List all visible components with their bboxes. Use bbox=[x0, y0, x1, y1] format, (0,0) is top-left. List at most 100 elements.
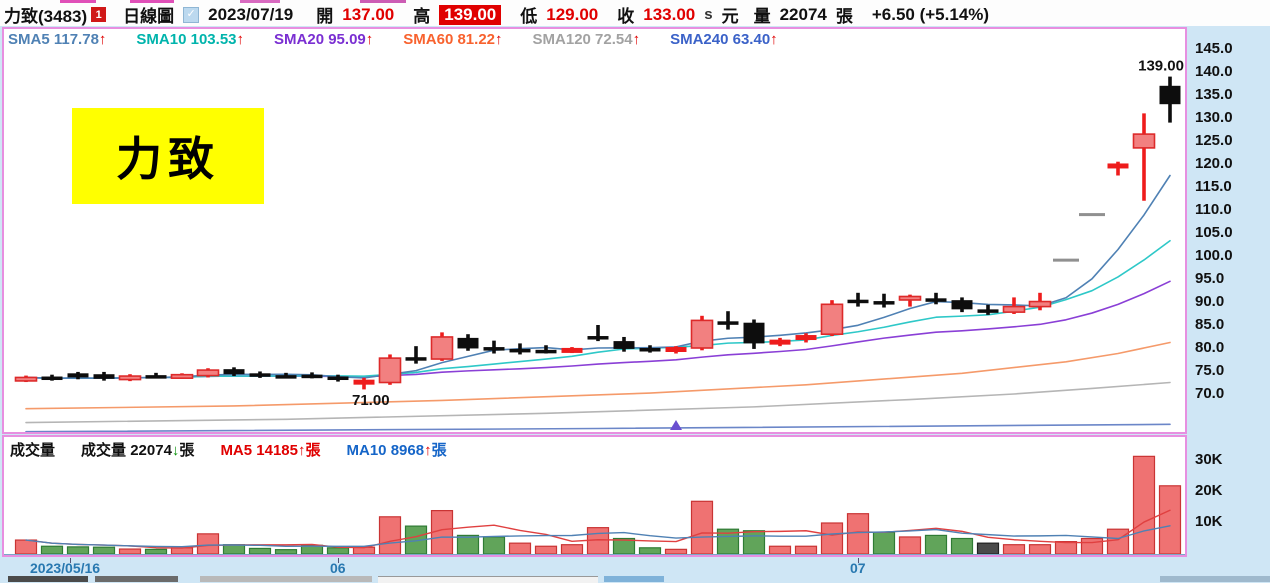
volume-bar bbox=[690, 500, 714, 555]
checkbox-icon[interactable]: ✓ bbox=[183, 6, 200, 23]
change-value: +6.50 (+5.14%) bbox=[871, 4, 990, 24]
candle-up bbox=[170, 373, 194, 379]
background-window-fragment bbox=[604, 576, 664, 582]
stock-watermark-label: 力致 bbox=[72, 108, 264, 204]
low-annotation: 71.00 bbox=[352, 392, 390, 409]
candle-locked bbox=[1053, 258, 1079, 262]
open-label: 開 bbox=[316, 7, 334, 26]
volume-bar bbox=[820, 522, 844, 555]
time-axis-tick bbox=[70, 558, 71, 563]
clipped-toolbar-sliver bbox=[0, 0, 1270, 3]
price-axis-label: 110.0 bbox=[1195, 201, 1232, 218]
price-axis-label: 135.0 bbox=[1195, 86, 1233, 103]
price-axis-label: 125.0 bbox=[1195, 132, 1233, 149]
candle-down bbox=[41, 376, 63, 381]
sma120-legend[interactable]: SMA120 72.54↑ bbox=[532, 31, 641, 48]
sma10-legend[interactable]: SMA10 103.53↑ bbox=[136, 31, 245, 48]
toolbar-fragment bbox=[130, 0, 174, 3]
background-window-fragment bbox=[1160, 576, 1270, 582]
candle-down bbox=[327, 376, 349, 381]
background-window-fragment bbox=[8, 576, 88, 582]
up-arrow-icon: ↑ bbox=[632, 31, 641, 48]
volume-ma10-readout: MA10 8968↑張 bbox=[346, 442, 447, 459]
volume-bar bbox=[1106, 528, 1130, 555]
volume-ma10-line bbox=[25, 525, 1171, 548]
volume-bar bbox=[846, 513, 870, 555]
candle-down bbox=[873, 301, 895, 305]
candle-down bbox=[249, 373, 271, 377]
s-icon[interactable]: s bbox=[704, 6, 713, 23]
candle-up bbox=[430, 336, 454, 360]
alert-badge[interactable]: 1 bbox=[91, 7, 107, 22]
candle-down bbox=[405, 357, 427, 361]
price-axis: 145.0 140.0 135.0 130.0 125.0 120.0 115.0 110.0… bbox=[1192, 27, 1270, 434]
volume-bar bbox=[482, 536, 506, 555]
price-chart-svg[interactable]: 139.00 71.00 bbox=[4, 29, 1185, 432]
unit-label: 元 bbox=[721, 7, 739, 26]
price-axis-label: 95.0 bbox=[1195, 270, 1225, 287]
candle-down bbox=[145, 375, 167, 379]
toolbar-fragment bbox=[360, 0, 406, 3]
toolbar-fragment bbox=[240, 0, 280, 3]
volume-bar bbox=[40, 545, 64, 555]
sma-legend: SMA5 117.78↑ SMA10 103.53↑ SMA20 95.09↑ … bbox=[8, 31, 778, 48]
volume-axis-label: 20K bbox=[1195, 482, 1223, 499]
volume-bar bbox=[248, 547, 272, 555]
background-window-fragment bbox=[200, 576, 372, 582]
sma20-legend[interactable]: SMA20 95.09↑ bbox=[274, 31, 374, 48]
volume-bar bbox=[274, 549, 298, 555]
candle-up bbox=[1028, 300, 1052, 308]
volume-bar bbox=[768, 545, 792, 555]
time-axis-tick bbox=[858, 558, 859, 563]
sma5-legend[interactable]: SMA5 117.78↑ bbox=[8, 31, 107, 48]
candle-down bbox=[93, 374, 115, 379]
volume-bar bbox=[1054, 540, 1078, 555]
volume-bar bbox=[196, 533, 220, 555]
stock-name[interactable]: 力致(3483) bbox=[4, 7, 88, 26]
candle-up bbox=[196, 369, 220, 377]
high-value: 139.00 bbox=[439, 4, 502, 25]
volume-bar bbox=[664, 548, 688, 555]
volume-bar bbox=[638, 547, 662, 555]
price-axis-label: 115.0 bbox=[1195, 178, 1232, 195]
price-axis-label: 105.0 bbox=[1195, 224, 1233, 241]
candle-down bbox=[925, 298, 947, 302]
close-value: 133.00 bbox=[643, 4, 696, 24]
candle-down bbox=[301, 374, 323, 379]
candle-up bbox=[1002, 305, 1026, 313]
price-axis-label: 145.0 bbox=[1195, 40, 1233, 57]
chart-type-label[interactable]: 日線圖 bbox=[123, 7, 175, 26]
candle-locked bbox=[1079, 213, 1105, 217]
up-arrow-icon: ↑ bbox=[236, 31, 245, 48]
volume-bar bbox=[924, 534, 948, 555]
volume-unit: 張 bbox=[835, 7, 853, 26]
sma60-legend[interactable]: SMA60 81.22↑ bbox=[403, 31, 503, 48]
candle-down bbox=[67, 373, 89, 378]
up-arrow-icon: ↑ bbox=[495, 31, 503, 48]
volume-axis-label: 30K bbox=[1195, 451, 1223, 468]
volume-bar bbox=[118, 548, 142, 555]
event-marker-triangle bbox=[670, 420, 682, 430]
low-value: 129.00 bbox=[546, 4, 599, 24]
price-pane: SMA5 117.78↑ SMA10 103.53↑ SMA20 95.09↑ … bbox=[2, 27, 1187, 434]
time-axis-label: 06 bbox=[330, 560, 346, 576]
volume-chart-svg[interactable] bbox=[4, 437, 1185, 555]
volume-bar bbox=[1132, 455, 1156, 555]
price-axis-label: 100.0 bbox=[1195, 247, 1233, 264]
time-axis-label: 07 bbox=[850, 560, 866, 576]
toolbar-fragment bbox=[60, 0, 96, 3]
high-annotation: 139.00 bbox=[1138, 58, 1184, 75]
volume-bar bbox=[508, 542, 532, 555]
candle-up bbox=[898, 295, 922, 301]
open-value: 137.00 bbox=[342, 4, 395, 24]
volume-bar bbox=[14, 539, 38, 555]
time-axis-label: 2023/05/16 bbox=[30, 560, 101, 576]
candle-down bbox=[743, 322, 765, 344]
volume-bar bbox=[1002, 544, 1026, 555]
sma240-legend[interactable]: SMA240 63.40↑ bbox=[670, 31, 778, 48]
volume-value: 22074 bbox=[779, 4, 827, 24]
volume-bar bbox=[378, 516, 402, 555]
time-axis: 2023/05/16 06 07 bbox=[0, 558, 1270, 576]
candle-doji bbox=[353, 379, 375, 385]
volume-pane-title[interactable]: 成交量 bbox=[10, 442, 56, 459]
